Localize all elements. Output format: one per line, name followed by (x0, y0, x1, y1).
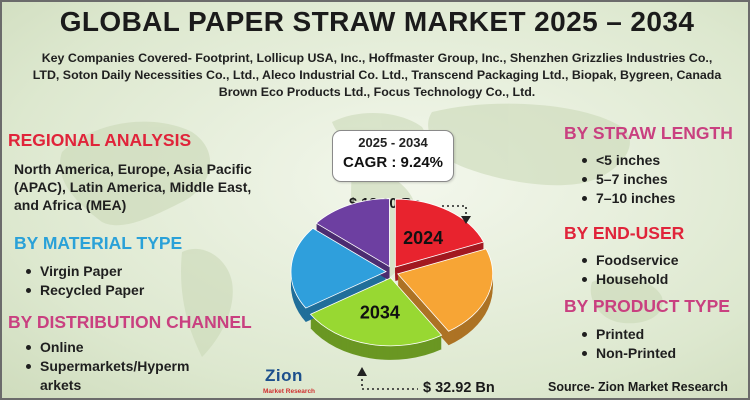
pie-slice-5 (315, 198, 390, 268)
list-item: Online (20, 338, 210, 357)
end-user-list: Foodservice Household (576, 251, 678, 289)
product-type-list: Printed Non-Printed (576, 325, 676, 363)
straw-length-heading: BY STRAW LENGTH (564, 123, 733, 143)
pie-slice-4 (290, 227, 387, 309)
product-type-heading: BY PRODUCT TYPE (564, 296, 730, 316)
list-item: Foodservice (576, 251, 678, 270)
cagr-period: 2025 - 2034 (358, 135, 428, 150)
pie-slice-label: 2034 (360, 302, 400, 322)
list-item: Printed (576, 325, 676, 344)
pie-slice-label: 2024 (403, 228, 443, 248)
pie-slice-2 (396, 248, 494, 332)
list-item: Non-Printed (576, 344, 676, 363)
source-text: Source- Zion Market Research (548, 380, 728, 394)
material-type-list: Virgin Paper Recycled Paper (20, 262, 144, 300)
logo-subtitle: Market Research (263, 388, 316, 395)
list-item: Virgin Paper (20, 262, 144, 281)
list-item: Household (576, 270, 678, 289)
straw-length-list: <5 inches 5–7 inches 7–10 inches (576, 151, 675, 208)
page-title: GLOBAL PAPER STRAW MARKET 2025 – 2034 (59, 6, 695, 37)
pie-slice-3 (309, 277, 443, 347)
cagr-value: CAGR : 9.24% (342, 154, 444, 171)
distribution-channel-heading: BY DISTRIBUTION CHANNEL (8, 312, 252, 332)
list-item: Recycled Paper (20, 281, 144, 300)
material-type-heading: BY MATERIAL TYPE (14, 233, 183, 253)
regional-analysis-heading: REGIONAL ANALYSIS (8, 130, 192, 150)
end-user-heading: BY END-USER (564, 223, 685, 243)
regional-analysis-text: North America, Europe, Asia Pacific (APA… (14, 161, 252, 213)
list-item: <5 inches (576, 151, 675, 170)
cagr-box: 2025 - 2034 CAGR : 9.24% (332, 130, 454, 182)
pie-chart: 2024 2034 (290, 198, 494, 360)
zion-logo: Zion Market Research (255, 366, 325, 398)
key-companies-text: Key Companies Covered- Footprint, Lollic… (32, 51, 722, 99)
pie-slices (290, 198, 494, 347)
logo-word: Zion (265, 366, 303, 385)
pie-slice-labels: 2024 2034 (360, 228, 443, 323)
value-label-2034: $ 32.92 Bn (423, 380, 495, 396)
list-item: Supermarkets/Hyperm arkets (20, 357, 210, 395)
list-item: 5–7 inches (576, 170, 675, 189)
list-item: 7–10 inches (576, 189, 675, 208)
distribution-channel-list: Online Supermarkets/Hyperm arkets (20, 338, 210, 395)
